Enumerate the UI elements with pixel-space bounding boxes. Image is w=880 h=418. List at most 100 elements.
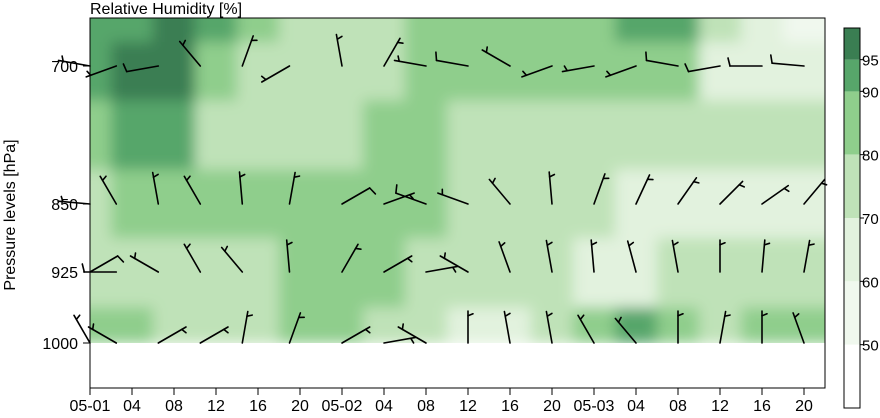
colorbar-tick-label: 50 xyxy=(862,338,879,355)
x-tick-label: 16 xyxy=(249,398,267,415)
wind-barb xyxy=(684,63,721,73)
wind-barb xyxy=(425,265,459,273)
rh-cell xyxy=(489,238,532,309)
colorbar-tick-label: 70 xyxy=(862,211,879,228)
wind-barb xyxy=(635,174,654,205)
x-tick-label: 05-03 xyxy=(574,398,615,415)
rh-cell xyxy=(447,100,490,171)
rh-cell xyxy=(405,307,448,343)
rh-cell xyxy=(699,42,742,102)
wind-barb xyxy=(99,175,118,205)
wind-barb xyxy=(288,312,306,344)
colorbar-tick-label: 80 xyxy=(862,148,879,165)
rh-cell xyxy=(237,169,280,239)
wind-barb xyxy=(645,51,679,67)
wind-barb xyxy=(183,175,202,205)
rh-cell xyxy=(783,100,825,171)
colorbar-segment xyxy=(844,154,860,218)
x-tick-label: 05-02 xyxy=(322,398,363,415)
wind-barb xyxy=(488,177,511,205)
wind-barb xyxy=(545,310,553,344)
rh-cell xyxy=(195,307,238,343)
rh-cell xyxy=(783,169,825,239)
rh-cell xyxy=(447,238,490,309)
rh-cell xyxy=(111,100,154,171)
y-tick-label: 1000 xyxy=(42,336,78,353)
x-tick-label: 20 xyxy=(795,398,813,415)
rh-cell xyxy=(111,307,154,343)
rh-cell xyxy=(783,238,825,309)
wind-barb xyxy=(677,310,684,344)
x-tick-label: 04 xyxy=(627,398,645,415)
rh-cell xyxy=(237,18,280,43)
rh-cell xyxy=(153,42,196,102)
wind-barb xyxy=(803,239,815,273)
rh-cell xyxy=(279,238,322,309)
wind-barb xyxy=(435,51,469,67)
wind-barb xyxy=(383,336,417,344)
wind-barb xyxy=(769,54,805,67)
wind-barb xyxy=(260,65,291,83)
rh-field xyxy=(90,18,825,343)
rh-cell xyxy=(657,238,700,309)
wind-barb xyxy=(220,245,244,273)
y-axis: 700 850 925 1000 xyxy=(42,59,90,353)
x-tick-label: 04 xyxy=(123,398,141,415)
x-tick-label: 12 xyxy=(711,398,729,415)
x-tick-label: 16 xyxy=(501,398,519,415)
colorbar-segment xyxy=(844,28,860,60)
rh-cell xyxy=(111,18,154,43)
wind-barb xyxy=(545,239,553,273)
wind-barb xyxy=(719,310,731,344)
rh-cell xyxy=(279,18,322,43)
wind-barb xyxy=(503,310,511,344)
wind-barb xyxy=(467,310,474,344)
colorbar: 50 60 70 80 90 95 xyxy=(843,27,879,409)
rh-cell xyxy=(237,100,280,171)
colorbar-tick-label: 60 xyxy=(862,274,879,291)
y-tick-label: 700 xyxy=(51,59,78,76)
plot-area xyxy=(57,17,828,389)
wind-barb xyxy=(335,33,343,67)
wind-barb xyxy=(577,314,595,344)
rh-cell xyxy=(489,100,532,171)
wind-barb xyxy=(590,239,598,273)
rh-cell xyxy=(783,42,825,102)
wind-barb xyxy=(87,323,118,344)
rh-cell xyxy=(363,42,406,102)
rh-cell xyxy=(279,100,322,171)
wind-barb xyxy=(761,310,768,344)
wind-barb xyxy=(719,239,726,273)
x-axis: 05-01 04 08 12 16 20 05-02 04 08 12 16 20 05-03 04 08 1… xyxy=(70,388,813,415)
rh-cell xyxy=(405,42,448,102)
wind-barb xyxy=(288,171,301,205)
rh-cell xyxy=(90,307,112,343)
rh-cell xyxy=(741,18,784,43)
wind-barb xyxy=(803,178,828,205)
x-tick-label: 12 xyxy=(207,398,225,415)
rh-cell xyxy=(573,307,616,343)
wind-barb xyxy=(122,63,160,73)
rh-cell xyxy=(195,100,238,171)
wind-barb xyxy=(437,188,469,205)
rh-cell xyxy=(321,100,364,171)
y-tick-label: 925 xyxy=(51,265,78,282)
wind-barb xyxy=(151,171,160,205)
y-tick-label: 850 xyxy=(51,197,78,214)
rh-cell xyxy=(699,18,742,43)
rh-cell xyxy=(90,100,112,171)
rh-cell xyxy=(321,42,364,102)
wind-barb xyxy=(605,65,637,78)
wind-barb xyxy=(157,326,187,344)
colorbar-segment xyxy=(844,59,860,92)
colorbar-segment xyxy=(844,218,860,282)
rh-cell xyxy=(531,18,574,43)
rh-cell xyxy=(615,18,658,43)
rh-cell xyxy=(111,42,154,102)
rh-cell xyxy=(153,307,196,343)
wind-barb xyxy=(241,310,253,344)
rh-cell xyxy=(111,169,154,239)
chart-title: Relative Humidity [%] xyxy=(90,1,242,18)
wind-barb xyxy=(792,312,805,344)
wind-barb xyxy=(397,323,427,344)
